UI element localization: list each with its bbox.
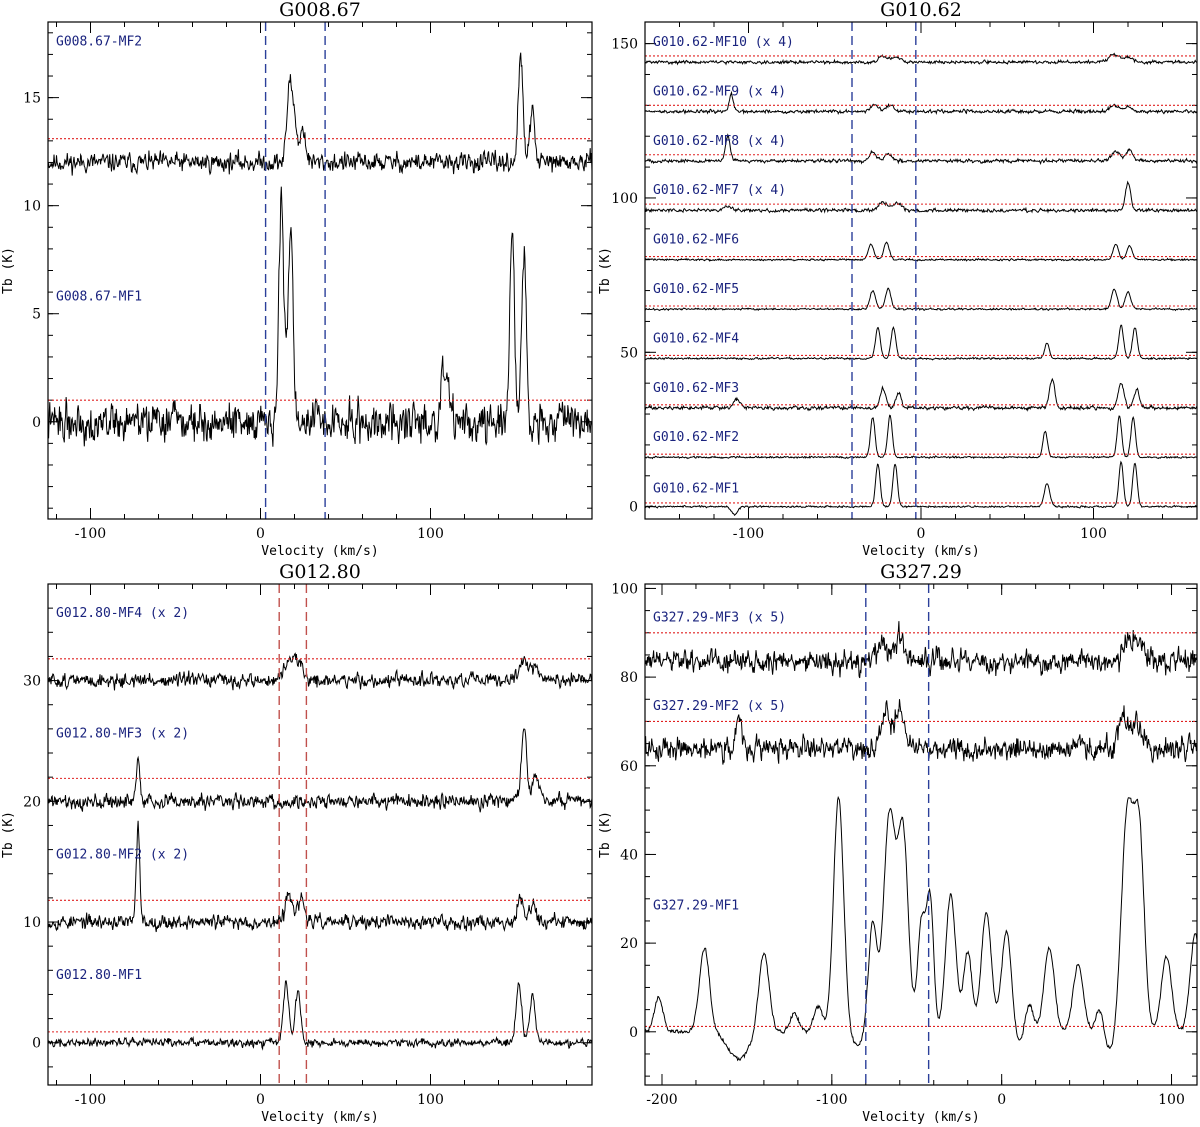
y-tick-label: 80 [620,670,638,686]
spectrum-line [645,241,1197,262]
panel-G012.80: G012.80 Velocity (km/s) Tb (K) -100 0 100 0 10 2… [1,561,593,1125]
spectrum-line [48,186,592,447]
spectrum-line [48,52,592,176]
series-label: G010.62-MF3 [653,381,739,396]
spectrum-line [48,980,592,1051]
y-tick-label: 20 [620,936,638,952]
spectrum-line [645,460,1197,516]
y-axis-label: Tb (K) [598,811,613,858]
series-label: G012.80-MF4 (x 2) [56,606,189,621]
plot-frame [47,583,593,1086]
plot-frame [644,583,1198,1086]
plot-area [645,52,1197,516]
series-label: G010.62-MF6 [653,233,739,248]
panel-title: G012.80 [279,561,361,583]
y-axis-label: Tb (K) [598,247,613,294]
x-tick-label: -100 [816,1092,847,1108]
series-label: G010.62-MF7 (x 4) [653,183,786,198]
x-tick-label: -200 [646,1092,677,1108]
spectrum-line [48,820,592,933]
y-tick-label: 10 [23,199,41,215]
panel-G008.67: G008.67 Velocity (km/s) Tb (K) -100 0 100 0 5 10… [1,0,593,559]
spectrum-line [48,728,592,813]
x-axis-label: Velocity (km/s) [261,544,378,559]
x-tick-label: -100 [75,1092,106,1108]
x-tick-label: 100 [417,526,444,542]
y-tick-label: 5 [32,307,41,323]
spectrum-line [645,324,1197,361]
x-axis-label: Velocity (km/s) [261,1110,378,1125]
plot-area [645,621,1197,1062]
y-tick-label: 100 [611,191,638,207]
y-tick-label: 100 [611,581,638,597]
series-label: G012.80-MF3 (x 2) [56,727,189,742]
panel-title: G008.67 [279,0,361,21]
x-tick-label: -100 [75,526,106,542]
x-axis-label: Velocity (km/s) [862,544,979,559]
y-axis-label: Tb (K) [1,247,16,294]
panel-G327.29: G327.29 Velocity (km/s) Tb (K) -200 -100 0 100… [598,561,1198,1125]
y-tick-label: 0 [32,415,41,431]
x-tick-label: 100 [1158,1092,1185,1108]
x-tick-label: 0 [256,1092,265,1108]
series-label: G008.67-MF1 [56,289,142,304]
x-tick-label: -100 [733,526,764,542]
spectrum-line [645,90,1197,116]
spectrum-line [645,180,1197,214]
y-axis-label: Tb (K) [1,811,16,858]
y-tick-label: 60 [620,759,638,775]
spectrum-line [645,52,1197,66]
plot-area [48,52,592,447]
panel-title: G327.29 [880,561,962,583]
plot-frame [644,21,1198,520]
x-tick-label: 100 [1080,526,1107,542]
plot-area [48,652,592,1051]
series-label: G010.62-MF10 (x 4) [653,35,794,50]
y-tick-label: 0 [629,500,638,516]
spectrum-line [645,795,1197,1062]
x-tick-label: 0 [917,526,926,542]
spectrum-line [645,414,1197,460]
series-label: G010.62-MF9 (x 4) [653,84,786,99]
series-label: G010.62-MF8 (x 4) [653,134,786,149]
plot-frame [47,21,593,520]
y-tick-label: 0 [629,1025,638,1041]
y-tick-label: 40 [620,847,638,863]
y-tick-label: 15 [23,91,41,107]
series-label: G008.67-MF2 [56,34,142,49]
series-label: G010.62-MF2 [653,430,739,445]
x-tick-label: 0 [256,526,265,542]
spectrum-line [645,621,1197,679]
panel-G010.62: G010.62 Velocity (km/s) Tb (K) -100 0 100 0 50 1… [598,0,1198,559]
series-label: G010.62-MF5 [653,282,739,297]
series-label: G327.29-MF1 [653,898,739,913]
panel-title: G010.62 [880,0,962,21]
series-label: G327.29-MF3 (x 5) [653,610,786,625]
series-label: G012.80-MF2 (x 2) [56,847,189,862]
series-label: G012.80-MF1 [56,968,142,983]
spectrum-line [645,377,1197,412]
series-label: G010.62-MF4 [653,331,739,346]
spectrum-line [645,133,1197,165]
y-tick-label: 30 [23,674,41,690]
y-tick-label: 0 [32,1036,41,1052]
y-tick-label: 20 [23,794,41,810]
x-tick-label: 0 [997,1092,1006,1108]
spectrum-line [48,652,592,691]
y-tick-label: 10 [23,915,41,931]
spectrum-line [645,287,1197,312]
series-label: G327.29-MF2 (x 5) [653,699,786,714]
x-tick-label: 100 [417,1092,444,1108]
x-axis-label: Velocity (km/s) [862,1110,979,1125]
y-tick-label: 50 [620,345,638,361]
y-tick-label: 150 [611,37,638,53]
series-label: G010.62-MF1 [653,482,739,497]
